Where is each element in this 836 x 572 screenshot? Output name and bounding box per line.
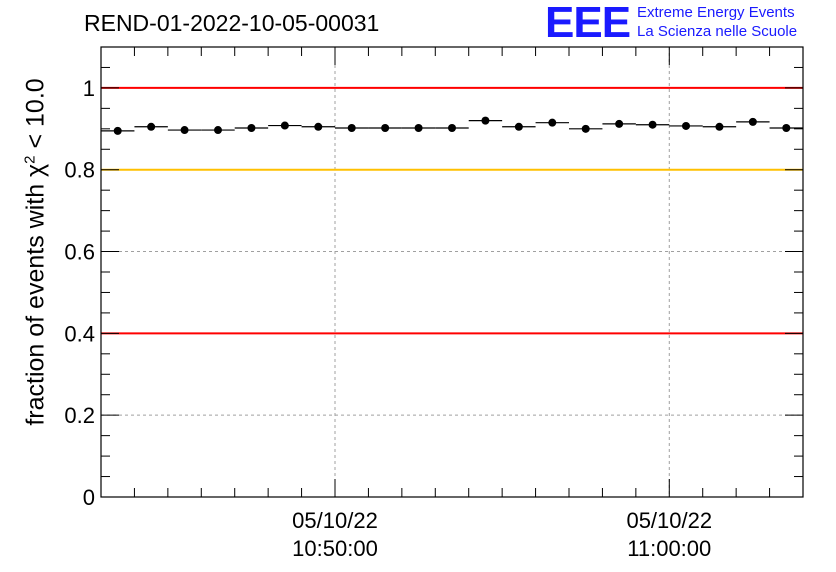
logo-caption-line1: Extreme Energy Events: [637, 4, 795, 21]
chart-title: REND-01-2022-10-05-00031: [84, 10, 380, 36]
data-point: [381, 124, 390, 132]
data-point: [347, 124, 356, 132]
data-point: [180, 126, 189, 135]
data-point: [414, 124, 423, 132]
eee-logo: EEE: [545, 0, 631, 47]
data-point: [648, 120, 657, 129]
data-point: [682, 121, 690, 130]
data-point: [514, 122, 523, 131]
data-point: [113, 126, 122, 135]
data-point: [615, 119, 624, 128]
y-tick-label: 0: [83, 485, 95, 510]
data-point: [280, 121, 289, 130]
data-point: [581, 124, 590, 133]
y-tick-label: 0.4: [64, 321, 95, 346]
data-point: [147, 122, 156, 131]
logo-caption: Extreme Energy Events La Scienza nelle S…: [637, 3, 797, 41]
logo-caption-line2: La Scienza nelle Scuole: [637, 23, 798, 40]
y-tick-label: 0.2: [64, 403, 95, 428]
y-tick-label: 1: [83, 76, 95, 101]
data-point: [782, 124, 791, 132]
data-point: [247, 124, 256, 132]
x-tick-label-time: 11:00:00: [627, 536, 711, 561]
data-point: [481, 116, 490, 125]
x-tick-label-date: 05/10/22: [626, 508, 712, 533]
x-tick-label-time: 10:50:00: [292, 536, 378, 561]
x-tick-label-date: 05/10/22: [292, 508, 378, 533]
data-point: [448, 124, 456, 132]
data-point: [314, 122, 323, 131]
data-point: [715, 122, 724, 131]
plot-frame: [100, 46, 804, 498]
y-tick-label: 0.6: [64, 240, 95, 265]
data-point: [748, 117, 757, 126]
data-point: [548, 118, 557, 127]
data-point: [214, 126, 222, 135]
y-tick-label: 0.8: [64, 158, 95, 183]
